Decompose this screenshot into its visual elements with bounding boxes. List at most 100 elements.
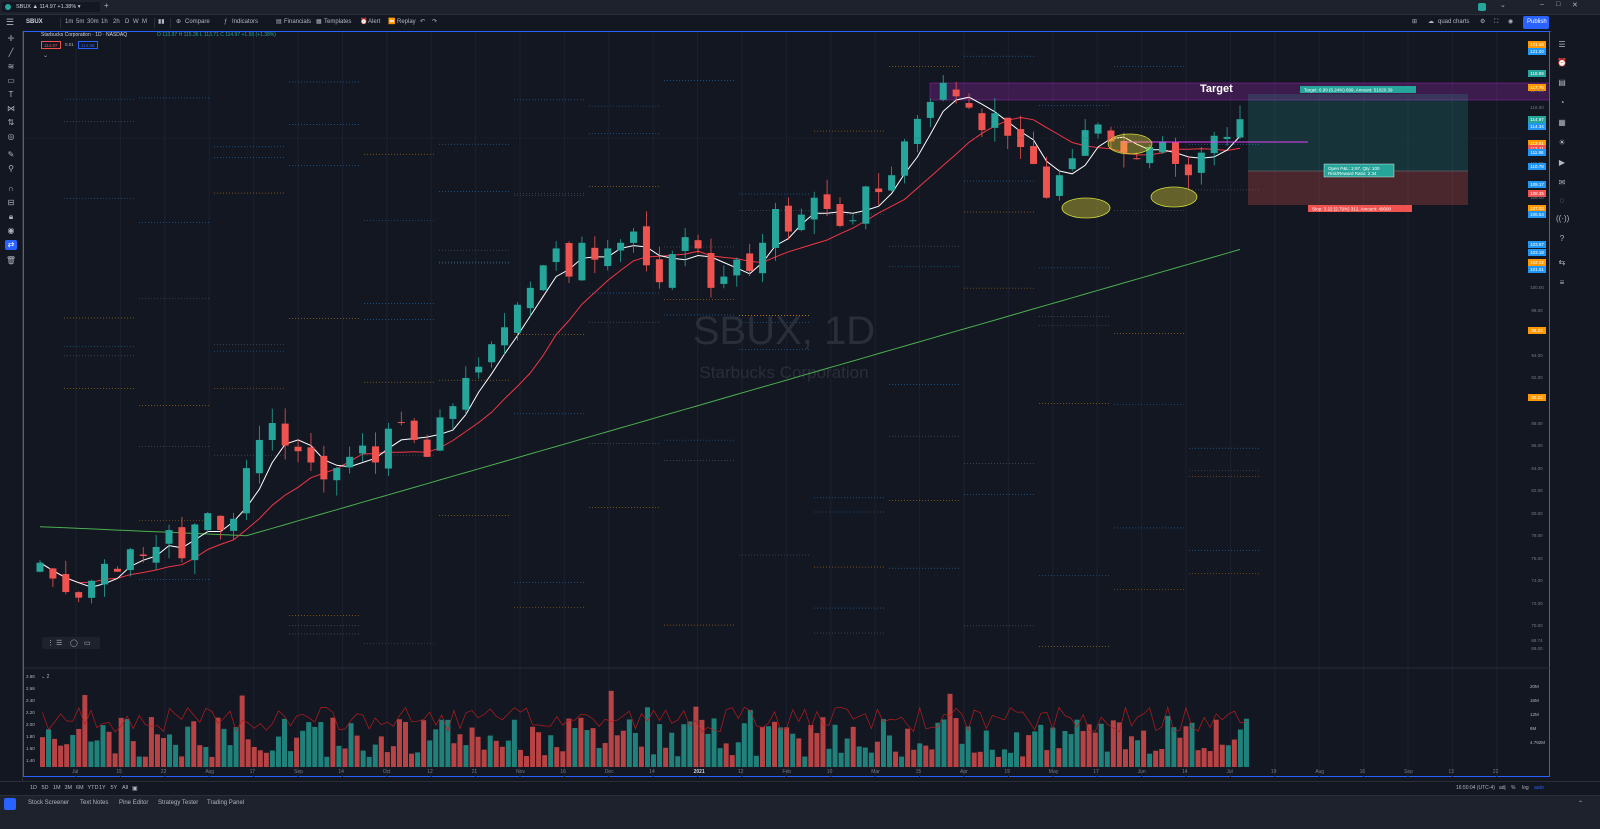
watchlist-icon[interactable]: ☰: [1558, 40, 1566, 49]
range-button-ytd[interactable]: YTD: [87, 785, 99, 791]
percent-toggle[interactable]: %: [1511, 785, 1516, 791]
lock-drawings-icon[interactable]: ⊟: [7, 198, 15, 207]
compare-button[interactable]: Compare: [185, 19, 210, 25]
tab-stock-screener[interactable]: Stock Screener: [28, 800, 70, 806]
calendar-icon[interactable]: ▦: [1558, 118, 1566, 127]
auto-toggle[interactable]: auto: [1534, 785, 1544, 791]
undo-icon[interactable]: ↶: [420, 19, 426, 25]
range-button-1d[interactable]: 1D: [30, 785, 38, 791]
cloud-icon[interactable]: ☁: [1428, 19, 1434, 25]
text-icon[interactable]: T: [8, 90, 14, 99]
replay-button[interactable]: Replay: [397, 19, 416, 25]
highlight-ellipse[interactable]: [1107, 133, 1153, 155]
brush-icon[interactable]: ✎: [7, 150, 15, 159]
sync-icon[interactable]: ⇄: [5, 240, 17, 250]
financials-icon[interactable]: ▤: [276, 19, 282, 25]
highlight-ellipse[interactable]: [1150, 186, 1198, 208]
range-button-5d[interactable]: 5D: [41, 785, 49, 791]
ellipse-tool-icon[interactable]: ◯: [70, 640, 78, 647]
financials-button[interactable]: Financials: [284, 19, 312, 25]
alerts-icon[interactable]: ⏰: [1557, 58, 1567, 67]
publish-button[interactable]: Publish: [1523, 16, 1549, 29]
interval-30m[interactable]: 30m: [87, 19, 99, 25]
interval-2h[interactable]: 2h: [113, 19, 120, 25]
chevron-down-icon[interactable]: ⌄: [1500, 2, 1506, 9]
pattern-icon[interactable]: ⋈: [7, 104, 15, 113]
rectangle-icon[interactable]: ▭: [7, 76, 15, 85]
goto-date-icon[interactable]: ▣: [132, 786, 138, 792]
help-icon[interactable]: ?: [1559, 234, 1565, 243]
settings-icon[interactable]: ⚙: [1480, 19, 1486, 25]
bar-style-icon[interactable]: ▮▮: [158, 19, 165, 25]
range-button-1m[interactable]: 1M: [53, 785, 61, 791]
replay-icon[interactable]: ⏪: [388, 19, 396, 25]
collapse-indicators-icon[interactable]: ⌄: [43, 53, 49, 59]
fullscreen-icon[interactable]: ⛶: [1494, 19, 1499, 25]
range-button-5y[interactable]: 5Y: [110, 785, 118, 791]
layout-icon[interactable]: ⊞: [1412, 19, 1418, 25]
indicators-icon[interactable]: ƒ: [224, 19, 228, 25]
ideas-icon[interactable]: ☀: [1558, 138, 1566, 147]
interval-w[interactable]: W: [133, 19, 139, 25]
expand-panel-icon[interactable]: ⌃: [1578, 801, 1584, 807]
chat-icon[interactable]: ✉: [1558, 178, 1566, 187]
clock-label[interactable]: 16:50:04 (UTC-4): [1456, 785, 1495, 791]
fib-icon[interactable]: ≋: [7, 62, 15, 71]
window-close-icon[interactable]: ✕: [1572, 2, 1578, 9]
trash-icon[interactable]: 🗑︎: [5, 256, 17, 265]
lock-icon[interactable]: 🔒︎: [8, 212, 14, 221]
long-position-icon[interactable]: ⇅: [7, 118, 15, 127]
range-button-1y[interactable]: 1Y: [99, 785, 106, 791]
tab-text-notes[interactable]: Text Notes: [80, 800, 109, 806]
magnet-icon[interactable]: ∩: [8, 184, 14, 193]
streams-icon[interactable]: ▶: [1558, 158, 1566, 167]
drag-handle-icon[interactable]: ⋮: [47, 640, 54, 647]
templates-icon[interactable]: ▦: [316, 19, 322, 25]
order-panel-icon[interactable]: ⇆: [1558, 258, 1566, 267]
range-button-6m[interactable]: 6M: [76, 785, 84, 791]
alert-icon[interactable]: ⏰: [360, 19, 368, 25]
interval-d[interactable]: D: [125, 19, 130, 25]
zoom-icon[interactable]: ⚲: [8, 164, 14, 173]
camera-icon[interactable]: ◉: [1508, 19, 1514, 25]
templates-button[interactable]: Templates: [324, 19, 352, 25]
layers-icon[interactable]: ≡: [1559, 278, 1565, 287]
eye-icon[interactable]: ◎: [7, 132, 15, 141]
highlight-ellipse[interactable]: [1061, 197, 1111, 219]
hotlist-icon[interactable]: ◔: [1559, 98, 1565, 107]
tab-pine-editor[interactable]: Pine Editor: [119, 800, 149, 806]
tab-strategy-tester[interactable]: Strategy Tester: [158, 800, 199, 806]
compare-icon[interactable]: ⊕: [176, 19, 182, 25]
menu-icon[interactable]: ☰: [6, 17, 15, 27]
position-profit-zone[interactable]: [1248, 94, 1468, 171]
interval-1h[interactable]: 1h: [101, 19, 108, 25]
template-icon[interactable]: ☰: [56, 640, 63, 647]
trendline-icon[interactable]: ╱: [8, 48, 14, 57]
tab-trading-panel[interactable]: Trading Panel: [207, 800, 245, 806]
new-tab-icon[interactable]: +: [104, 1, 109, 10]
notifications-icon[interactable]: ◌: [1559, 196, 1565, 205]
window-minimize-icon[interactable]: –: [1540, 1, 1544, 8]
redo-icon[interactable]: ↷: [432, 19, 438, 25]
chart-tab[interactable]: SBUX ▲ 114.97 +1.38% ▾: [2, 2, 100, 12]
signal-icon[interactable]: ((·)): [1556, 214, 1570, 223]
log-toggle[interactable]: log: [1522, 785, 1529, 791]
buy-button[interactable]: 114.98: [78, 41, 98, 49]
sell-button[interactable]: 114.97: [41, 41, 61, 49]
hide-icon[interactable]: ◉: [7, 226, 15, 235]
crosshair-icon[interactable]: ✛: [7, 34, 15, 43]
interval-5m[interactable]: 5m: [76, 19, 85, 25]
interval-m[interactable]: M: [142, 19, 147, 25]
alert-button[interactable]: Alert: [368, 19, 381, 25]
window-maximize-icon[interactable]: □: [1556, 1, 1561, 8]
volume-pane-collapse-icon[interactable]: ⌄ 2: [41, 674, 50, 680]
price-chart[interactable]: SBUX, 1D Starbucks Corporation Target Ta…: [24, 32, 1550, 777]
layout-name[interactable]: quad charts: [1438, 19, 1470, 25]
panel-logo-icon[interactable]: [4, 798, 16, 810]
range-button-all[interactable]: All: [122, 785, 129, 791]
rectangle-tool-icon[interactable]: ▭: [84, 640, 91, 647]
data-window-icon[interactable]: ▤: [1558, 78, 1566, 87]
adj-toggle[interactable]: adj: [1499, 785, 1506, 791]
indicators-button[interactable]: Indicators: [232, 19, 259, 25]
user-avatar-icon[interactable]: [1478, 3, 1486, 11]
